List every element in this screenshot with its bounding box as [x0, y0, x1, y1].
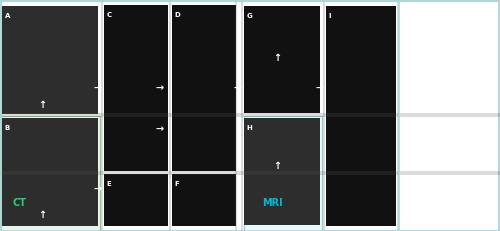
- Bar: [2, 6, 98, 114]
- Bar: [2, 118, 98, 226]
- Text: ↑: ↑: [38, 100, 46, 110]
- Text: F: F: [174, 181, 179, 187]
- Text: ↑: ↑: [38, 210, 46, 220]
- Bar: [104, 5, 168, 171]
- Text: →: →: [156, 83, 164, 93]
- Bar: [326, 6, 396, 226]
- Text: →: →: [234, 83, 241, 93]
- Text: E: E: [106, 181, 111, 187]
- Text: →: →: [94, 83, 102, 93]
- Text: MRI: MRI: [262, 198, 283, 208]
- Bar: [244, 6, 320, 113]
- Text: →: →: [156, 124, 164, 134]
- Text: ↑: ↑: [274, 53, 281, 63]
- Text: G: G: [246, 13, 252, 19]
- Text: I: I: [328, 13, 331, 19]
- Text: ↑: ↑: [274, 161, 281, 171]
- FancyBboxPatch shape: [1, 116, 100, 231]
- Bar: [172, 5, 236, 171]
- Text: CT: CT: [12, 198, 26, 208]
- Text: →: →: [94, 184, 102, 195]
- Text: B: B: [4, 125, 10, 131]
- Bar: [244, 118, 320, 225]
- Bar: [104, 174, 168, 226]
- Text: D: D: [174, 12, 180, 18]
- Text: H: H: [246, 125, 252, 131]
- FancyBboxPatch shape: [244, 116, 322, 231]
- Text: A: A: [4, 13, 10, 19]
- Text: →: →: [316, 83, 324, 93]
- Bar: [172, 174, 236, 226]
- Text: C: C: [106, 12, 112, 18]
